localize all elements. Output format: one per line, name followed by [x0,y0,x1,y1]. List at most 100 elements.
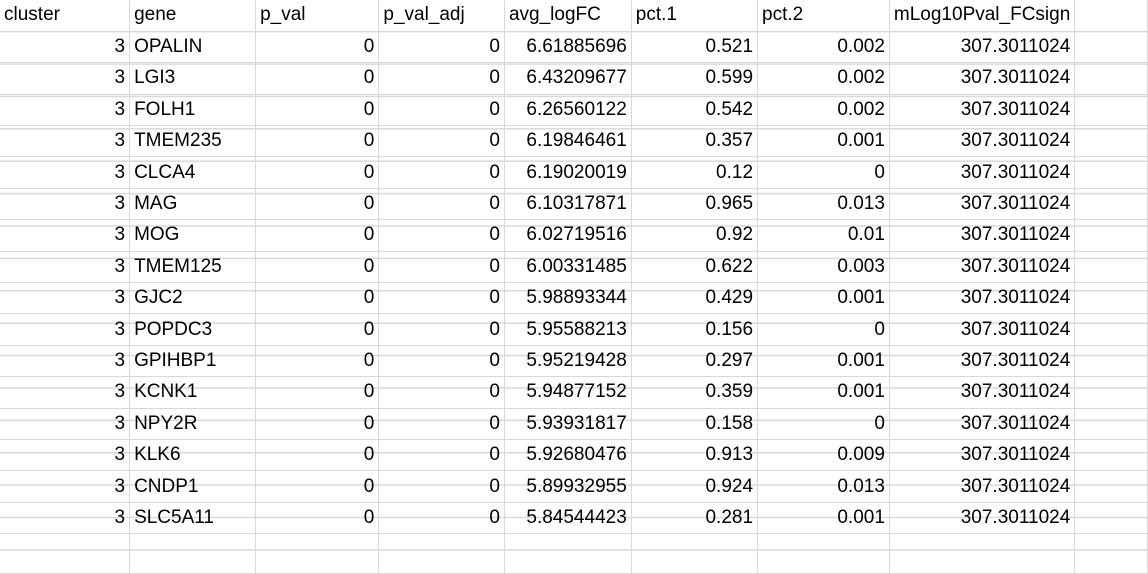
cell-pct-2[interactable]: 0.002 [757,31,890,64]
empty-cell[interactable] [1074,94,1148,127]
cell-pct-1[interactable]: 0.281 [631,502,759,535]
cell-mlog10pval-fcsign[interactable]: 307.3011024 [889,219,1076,252]
cell-mlog10pval-fcsign[interactable]: 307.3011024 [889,251,1076,284]
cell-mlog10pval-fcsign[interactable]: 307.3011024 [889,470,1076,503]
cell-p-val[interactable]: 0 [255,31,380,64]
cell-p-val[interactable]: 0 [255,470,380,503]
cell-pct-1[interactable]: 0.542 [631,94,759,127]
cell-mlog10pval-fcsign[interactable]: 307.3011024 [889,125,1076,158]
cell-pct-2[interactable]: 0.001 [757,502,890,535]
cell-p-val[interactable]: 0 [255,62,380,95]
cell-gene[interactable]: TMEM235 [129,125,257,158]
cell-gene[interactable]: MAG [129,188,257,221]
cell-p-val-adj[interactable]: 0 [378,251,505,284]
cell-gene[interactable]: NPY2R [129,408,257,440]
cell-pct-2[interactable]: 0.013 [757,470,890,503]
cell-p-val-adj[interactable]: 0 [378,313,505,346]
cell-gene[interactable]: LGI3 [129,62,257,95]
empty-cell[interactable] [1074,251,1148,284]
empty-cell[interactable] [1074,345,1148,378]
cell-gene[interactable]: CLCA4 [129,156,257,189]
cell-pct-1[interactable]: 0.92 [631,219,759,252]
cell-cluster[interactable]: 3 [0,156,131,189]
cell-cluster[interactable]: 3 [0,31,131,64]
cell-p-val-adj[interactable]: 0 [378,31,505,64]
cell-mlog10pval-fcsign[interactable]: 307.3011024 [889,313,1076,346]
empty-cell[interactable] [1074,439,1148,472]
column-header-p-val[interactable]: p_val [255,0,380,32]
cell-cluster[interactable]: 3 [0,376,131,409]
cell-pct-1[interactable]: 0.521 [631,31,759,64]
cell-mlog10pval-fcsign[interactable]: 307.3011024 [889,62,1076,95]
cell-avg-logfc[interactable]: 6.61885696 [504,31,632,64]
cell-avg-logfc[interactable]: 5.95219428 [504,345,632,378]
cell-p-val[interactable]: 0 [255,156,380,189]
cell-p-val-adj[interactable]: 0 [378,408,505,440]
cell-p-val-adj[interactable]: 0 [378,219,505,252]
cell-pct-1[interactable]: 0.12 [631,156,759,189]
cell-mlog10pval-fcsign[interactable]: 307.3011024 [889,376,1076,409]
empty-cell[interactable] [1074,31,1148,64]
cell-pct-2[interactable]: 0.001 [757,282,890,315]
empty-cell[interactable] [1074,125,1148,158]
cell-pct-2[interactable]: 0.009 [757,439,890,472]
cell-pct-1[interactable]: 0.599 [631,62,759,95]
cell-avg-logfc[interactable]: 6.19020019 [504,156,632,189]
cell-p-val[interactable]: 0 [255,376,380,409]
empty-cell[interactable] [1074,502,1148,535]
cell-p-val-adj[interactable]: 0 [378,470,505,503]
cell-pct-1[interactable]: 0.965 [631,188,759,221]
cell-p-val[interactable]: 0 [255,408,380,440]
empty-cell[interactable] [1074,156,1148,189]
cell-pct-1[interactable]: 0.156 [631,313,759,346]
cell-mlog10pval-fcsign[interactable]: 307.3011024 [889,94,1076,127]
cell-cluster[interactable]: 3 [0,502,131,535]
cell-pct-1[interactable]: 0.924 [631,470,759,503]
cell-p-val-adj[interactable]: 0 [378,345,505,378]
cell-gene[interactable]: SLC5A11 [129,502,257,535]
cell-p-val[interactable]: 0 [255,125,380,158]
cell-gene[interactable]: KCNK1 [129,376,257,409]
cell-pct-2[interactable]: 0.001 [757,345,890,378]
cell-cluster[interactable]: 3 [0,62,131,95]
cell-p-val-adj[interactable]: 0 [378,376,505,409]
cell-p-val[interactable]: 0 [255,345,380,378]
cell-pct-1[interactable]: 0.622 [631,251,759,284]
cell-p-val[interactable]: 0 [255,94,380,127]
cell-p-val[interactable]: 0 [255,439,380,472]
cell-pct-1[interactable]: 0.359 [631,376,759,409]
cell-cluster[interactable]: 3 [0,282,131,315]
cell-mlog10pval-fcsign[interactable]: 307.3011024 [889,408,1076,440]
cell-p-val-adj[interactable]: 0 [378,282,505,315]
cell-pct-2[interactable]: 0.002 [757,94,890,127]
cell-avg-logfc[interactable]: 6.43209677 [504,62,632,95]
cell-pct-2[interactable]: 0.01 [757,219,890,252]
cell-gene[interactable]: FOLH1 [129,94,257,127]
cell-p-val-adj[interactable]: 0 [378,125,505,158]
empty-cell[interactable] [1074,313,1148,346]
column-header-p-val-adj[interactable]: p_val_adj [378,0,505,32]
empty-cell[interactable] [1074,376,1148,409]
cell-avg-logfc[interactable]: 5.92680476 [504,439,632,472]
cell-pct-1[interactable]: 0.297 [631,345,759,378]
cell-avg-logfc[interactable]: 5.84544423 [504,502,632,535]
empty-cell[interactable] [1074,219,1148,252]
cell-avg-logfc[interactable]: 5.98893344 [504,282,632,315]
cell-avg-logfc[interactable]: 6.00331485 [504,251,632,284]
cell-gene[interactable]: CNDP1 [129,470,257,503]
cell-pct-2[interactable]: 0 [757,156,890,189]
cell-pct-1[interactable]: 0.158 [631,408,759,440]
cell-pct-1[interactable]: 0.429 [631,282,759,315]
cell-p-val[interactable]: 0 [255,502,380,535]
cell-avg-logfc[interactable]: 5.93931817 [504,408,632,440]
cell-cluster[interactable]: 3 [0,219,131,252]
cell-mlog10pval-fcsign[interactable]: 307.3011024 [889,156,1076,189]
cell-p-val-adj[interactable]: 0 [378,156,505,189]
cell-cluster[interactable]: 3 [0,94,131,127]
empty-cell[interactable] [1074,62,1148,95]
cell-p-val[interactable]: 0 [255,188,380,221]
cell-pct-2[interactable]: 0 [757,313,890,346]
cell-avg-logfc[interactable]: 5.89932955 [504,470,632,503]
cell-pct-1[interactable]: 0.357 [631,125,759,158]
cell-gene[interactable]: KLK6 [129,439,257,472]
